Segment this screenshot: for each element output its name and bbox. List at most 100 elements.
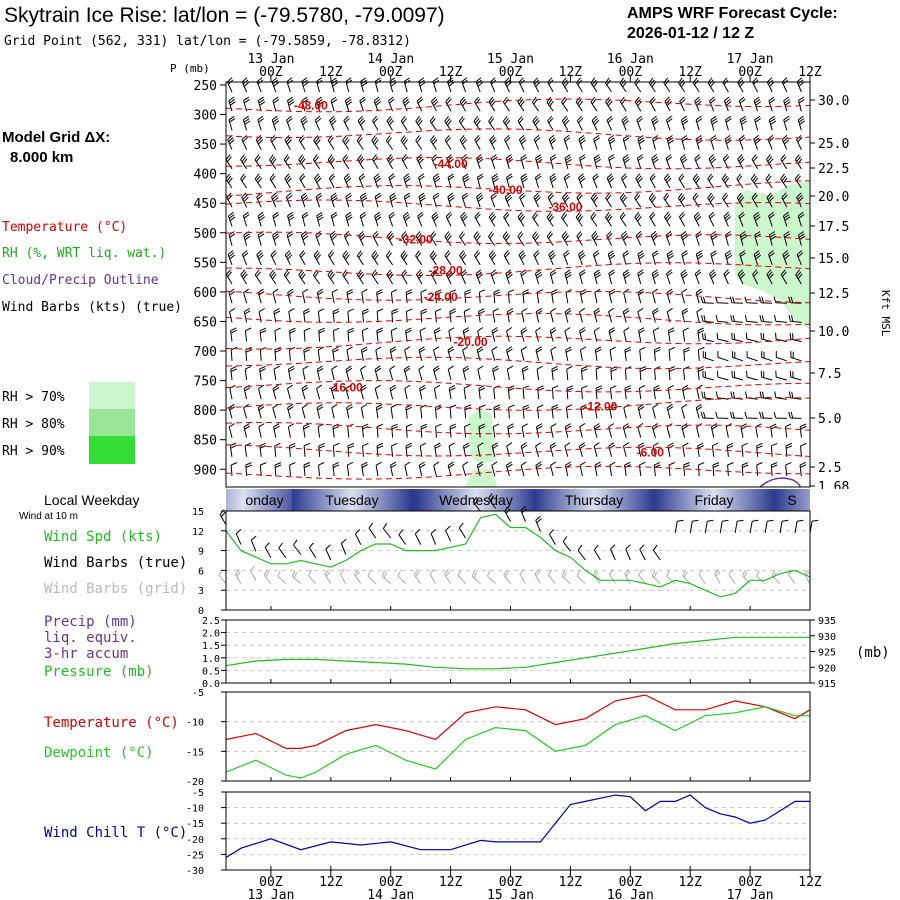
wind-barb [445, 96, 452, 112]
legend-wind-barbs-grid: Wind Barbs (grid) [44, 581, 187, 597]
top-hour-label: 12Z [439, 65, 463, 80]
wind-barb [794, 154, 803, 170]
wind-barb [358, 173, 366, 189]
grid-wind-barb [728, 569, 736, 584]
wind-barb [768, 96, 776, 112]
legend-cloud-outline: Cloud/Precip Outline [2, 273, 159, 288]
true-wind-barb [235, 529, 242, 545]
wind-barb [271, 77, 279, 93]
wind-barb [637, 403, 645, 419]
wind-barb [789, 332, 802, 343]
true-wind-barb [308, 542, 317, 559]
wind-barb [593, 307, 601, 323]
axis-tick-label: 15 [192, 507, 204, 518]
height-tick-label: 17.5 [818, 220, 849, 235]
wind-barb [724, 230, 732, 246]
isotherm-line [225, 262, 811, 276]
wind-barb [503, 250, 510, 266]
wind-barb [447, 365, 454, 381]
wind-barb [681, 403, 688, 419]
wind-barb [517, 231, 525, 246]
wind-barb [766, 77, 775, 93]
true-wind-barb [562, 536, 571, 552]
wind-barb [709, 96, 716, 112]
true-wind-barb [430, 529, 437, 545]
wind-barb [272, 96, 280, 112]
wind-barb [729, 296, 744, 304]
wind-barb [373, 173, 381, 189]
wind-barb [418, 192, 426, 208]
wind-barb [385, 250, 394, 266]
wind-barb [535, 461, 542, 477]
wind-barb [681, 288, 688, 304]
wind-barb [361, 327, 369, 342]
wind-barb [608, 269, 615, 285]
wind-barb [302, 288, 309, 304]
wind-barb [462, 327, 470, 342]
wind-barb [701, 391, 714, 400]
grid-wind-barb [413, 569, 422, 584]
wind-barb [347, 442, 355, 457]
wind-barb [794, 173, 802, 189]
wind-barb [429, 115, 437, 131]
wind-barb [374, 211, 382, 227]
wind-barb [549, 173, 557, 189]
wind-barb [620, 230, 629, 246]
wind-barb [721, 173, 730, 189]
wind-barb [744, 314, 758, 323]
wind-barb [405, 327, 412, 342]
wind-barb [623, 327, 630, 342]
wind-barb [243, 231, 251, 246]
wind-barb [694, 154, 701, 170]
wind-barb [683, 462, 690, 477]
wind-barb [430, 269, 438, 285]
wind-barb [464, 423, 471, 438]
wind-barb [710, 230, 718, 246]
wind-barb [447, 173, 455, 189]
wind-barb [329, 115, 337, 131]
wind-barb [730, 314, 744, 323]
wind-barb [459, 96, 468, 112]
wind-barb [504, 192, 513, 208]
wind-barb [551, 404, 559, 419]
wind-barb [228, 115, 236, 131]
wind-barb [724, 250, 733, 265]
wind-barb [360, 77, 368, 93]
wind-barb [287, 211, 295, 227]
wind-barb [576, 115, 584, 131]
wind-barb [578, 442, 586, 457]
wind-barb [462, 346, 469, 361]
wind-barb [561, 115, 570, 131]
wind-barb [564, 423, 572, 438]
true-wind-barb [278, 542, 287, 559]
wind-barb [362, 442, 369, 457]
wind-barb [562, 192, 570, 208]
wind-barb [240, 269, 248, 285]
wind-barb [314, 115, 322, 131]
wind-barb [283, 269, 291, 285]
wind-barb [420, 308, 428, 323]
wind-barb [317, 423, 324, 438]
wind-barb [241, 134, 248, 150]
bottom-hour-label: 00Z [259, 875, 283, 890]
model-grid-value: 8.000 km [10, 149, 73, 166]
wind-barb [549, 269, 557, 285]
wind-barb [564, 442, 571, 457]
wind-barb [270, 250, 277, 266]
axis-tick-label: 2.0 [202, 629, 220, 640]
wind-barb [593, 154, 601, 169]
grid-wind-barb [519, 569, 526, 584]
wind-barb [636, 154, 644, 169]
pressure-tick-label: 900 [194, 463, 217, 478]
wind-barb [258, 308, 265, 323]
wind-barb [490, 154, 498, 169]
isotherm-line [225, 356, 811, 370]
wind-barb [765, 154, 774, 170]
wind-barb [520, 173, 528, 189]
grid-wind-barb [534, 569, 541, 584]
wind-barb [301, 403, 308, 419]
wind-barb [648, 192, 657, 208]
top-day-label: 17 Jan [727, 52, 774, 67]
wind-barb [551, 365, 559, 381]
